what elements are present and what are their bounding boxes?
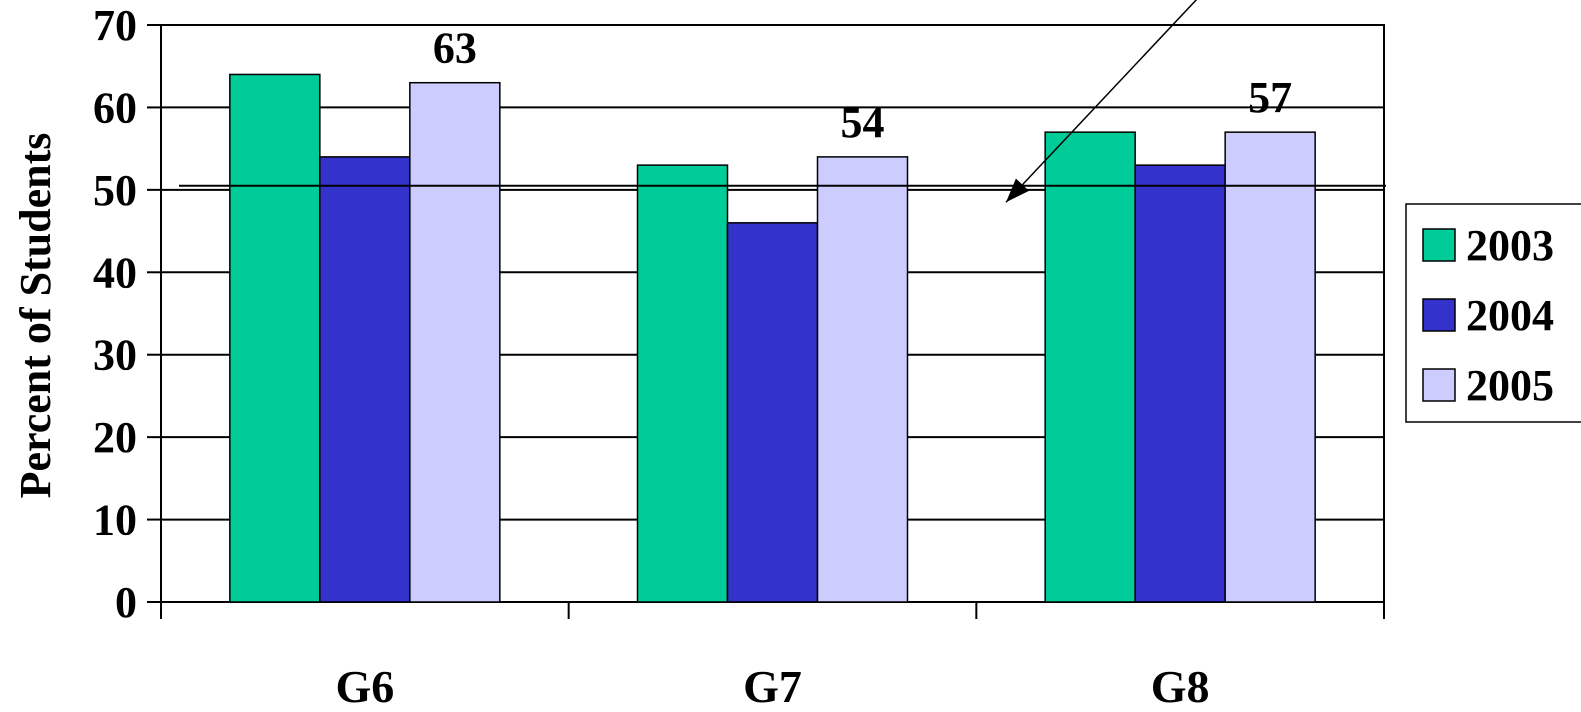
legend: 2003 2004 2005 — [1405, 203, 1581, 423]
legend-swatch-2005 — [1422, 368, 1456, 402]
legend-label-2003: 2003 — [1466, 221, 1554, 270]
legend-swatch-2004 — [1422, 298, 1456, 332]
bar-g6-2003 — [229, 73, 321, 603]
x-category-label: G6 — [335, 661, 394, 712]
y-tick-label: 60 — [93, 83, 137, 132]
annotation-arrow-head — [1006, 178, 1029, 203]
y-tick-label: 40 — [93, 248, 137, 297]
bar-g8-2004 — [1134, 164, 1226, 603]
annotation-arrow-line — [1005, 0, 1198, 203]
bar-g6-2005 — [409, 81, 501, 603]
y-tick-label: 20 — [93, 413, 137, 462]
data-label: 63 — [433, 24, 477, 73]
bar-g7-2003 — [636, 164, 729, 603]
legend-swatch-2003 — [1422, 228, 1456, 262]
y-tick-label: 0 — [115, 578, 137, 627]
y-tick-label: 70 — [93, 1, 137, 50]
bar-g7-2004 — [726, 222, 819, 603]
bar-g8-2003 — [1044, 131, 1136, 603]
legend-label-2005: 2005 — [1466, 361, 1554, 410]
x-category-label: G7 — [743, 661, 802, 712]
y-tick-label: 10 — [93, 496, 137, 545]
y-axis-title: Percent of Students — [11, 133, 60, 499]
x-category-label: G8 — [1151, 661, 1210, 712]
y-tick-label: 50 — [93, 166, 137, 215]
y-tick-label: 30 — [93, 331, 137, 380]
bar-g7-2005 — [816, 156, 909, 603]
data-label: 54 — [841, 98, 885, 147]
legend-label-2004: 2004 — [1466, 291, 1554, 340]
bar-g8-2005 — [1224, 131, 1316, 603]
bar-g6-2004 — [319, 156, 411, 603]
data-label: 57 — [1248, 73, 1292, 122]
